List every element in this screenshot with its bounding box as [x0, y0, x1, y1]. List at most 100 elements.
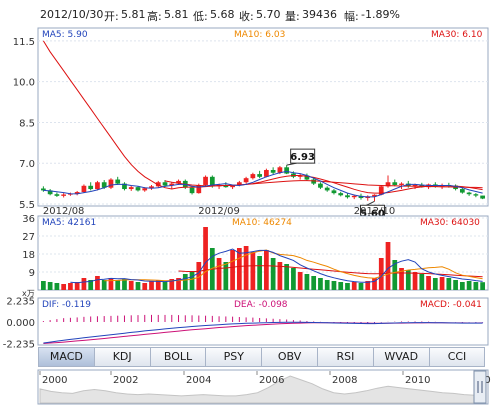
volume-bar[interactable]: [108, 278, 114, 290]
tab-rsi[interactable]: RSI: [317, 347, 374, 367]
volume-bar[interactable]: [473, 282, 479, 290]
volume-bar[interactable]: [203, 227, 208, 290]
volume-bar[interactable]: [142, 283, 148, 290]
volume-bar[interactable]: [61, 284, 67, 290]
volume-bar[interactable]: [74, 282, 80, 290]
volume-bar[interactable]: [412, 272, 418, 290]
volume-bar[interactable]: [480, 282, 485, 290]
volume-bar[interactable]: [392, 260, 398, 290]
price-candle[interactable]: [318, 182, 323, 190]
volume-bars[interactable]: [41, 227, 485, 290]
price-candle[interactable]: [128, 185, 134, 191]
volume-bar[interactable]: [284, 264, 290, 290]
price-candle[interactable]: [345, 193, 350, 199]
volume-bar[interactable]: [250, 252, 256, 290]
volume-bar[interactable]: [182, 274, 188, 290]
overview-series[interactable]: [39, 375, 487, 404]
volume-bar[interactable]: [236, 248, 242, 290]
volume-bar[interactable]: [399, 268, 404, 290]
price-candle[interactable]: [392, 179, 398, 187]
overview-area[interactable]: [39, 375, 487, 404]
price-candle[interactable]: [81, 184, 87, 194]
volume-bar[interactable]: [311, 276, 317, 290]
volume-bar[interactable]: [162, 282, 168, 290]
volume-bar[interactable]: [95, 276, 100, 290]
price-candle[interactable]: [122, 182, 127, 191]
price-candle[interactable]: [74, 190, 80, 196]
price-candle[interactable]: [473, 193, 479, 198]
price-candle[interactable]: [47, 189, 53, 196]
volume-bar[interactable]: [304, 274, 310, 290]
price-candle[interactable]: [264, 168, 269, 178]
price-candle[interactable]: [270, 167, 276, 175]
price-candle[interactable]: [61, 193, 67, 198]
volume-bar[interactable]: [155, 280, 161, 290]
volume-bar[interactable]: [297, 272, 303, 290]
price-candle[interactable]: [243, 176, 249, 184]
tab-boll[interactable]: BOLL: [149, 347, 207, 367]
volume-bar[interactable]: [466, 281, 472, 290]
volume-bar[interactable]: [88, 280, 94, 290]
volume-bar[interactable]: [459, 282, 465, 290]
tab-kdj[interactable]: KDJ: [93, 347, 151, 367]
volume-bar[interactable]: [196, 262, 202, 290]
volume-bar[interactable]: [68, 283, 73, 290]
volume-bar[interactable]: [345, 283, 350, 290]
volume-bar[interactable]: [223, 262, 229, 290]
price-candle[interactable]: [88, 182, 94, 191]
price-candle[interactable]: [304, 173, 310, 181]
price-candle[interactable]: [372, 194, 377, 202]
volume-bar[interactable]: [128, 281, 134, 290]
volume-bar[interactable]: [277, 262, 283, 290]
price-candle[interactable]: [338, 191, 344, 197]
price-candle[interactable]: [189, 186, 195, 195]
price-candle[interactable]: [480, 195, 485, 200]
volume-bar[interactable]: [264, 250, 269, 290]
volume-bar[interactable]: [331, 281, 337, 290]
volume-bar[interactable]: [365, 281, 371, 290]
volume-bar[interactable]: [41, 281, 46, 290]
volume-bar[interactable]: [169, 279, 175, 290]
volume-bar[interactable]: [419, 274, 425, 290]
price-candle[interactable]: [108, 178, 114, 190]
price-candle[interactable]: [250, 172, 256, 180]
volume-bar[interactable]: [405, 270, 411, 290]
price-candle[interactable]: [466, 191, 472, 196]
overview-range-handle[interactable]: [473, 370, 487, 404]
price-candle[interactable]: [297, 173, 303, 180]
volume-bar[interactable]: [351, 282, 357, 290]
price-candle[interactable]: [95, 180, 100, 191]
volume-bar[interactable]: [216, 258, 222, 290]
volume-bar[interactable]: [358, 283, 364, 290]
price-candle[interactable]: [149, 184, 154, 190]
price-candle[interactable]: [284, 165, 290, 175]
volume-bar[interactable]: [54, 283, 60, 290]
volume-bar[interactable]: [243, 246, 249, 290]
volume-bar[interactable]: [338, 282, 344, 290]
volume-bar[interactable]: [324, 280, 330, 290]
price-candle[interactable]: [54, 192, 60, 197]
price-candle[interactable]: [331, 189, 337, 195]
volume-bar[interactable]: [439, 277, 445, 290]
tab-cci[interactable]: CCI: [428, 347, 486, 367]
volume-bar[interactable]: [176, 278, 181, 290]
price-candle[interactable]: [257, 170, 262, 179]
tab-macd[interactable]: MACD: [38, 347, 95, 367]
price-candle[interactable]: [135, 186, 141, 192]
volume-bar[interactable]: [446, 278, 452, 290]
volume-bar[interactable]: [230, 250, 235, 290]
volume-bar[interactable]: [385, 242, 391, 290]
volume-bar[interactable]: [149, 281, 154, 290]
volume-bar[interactable]: [257, 256, 262, 290]
volume-bar[interactable]: [270, 258, 276, 290]
volume-bar[interactable]: [135, 282, 141, 290]
price-candle[interactable]: [115, 176, 121, 185]
tab-wvad[interactable]: WVAD: [372, 347, 430, 367]
volume-bar[interactable]: [101, 280, 107, 290]
volume-bar[interactable]: [318, 278, 323, 290]
volume-bar[interactable]: [426, 276, 431, 290]
price-candle[interactable]: [203, 175, 208, 187]
tab-obv[interactable]: OBV: [261, 347, 318, 367]
volume-bar[interactable]: [453, 280, 458, 290]
